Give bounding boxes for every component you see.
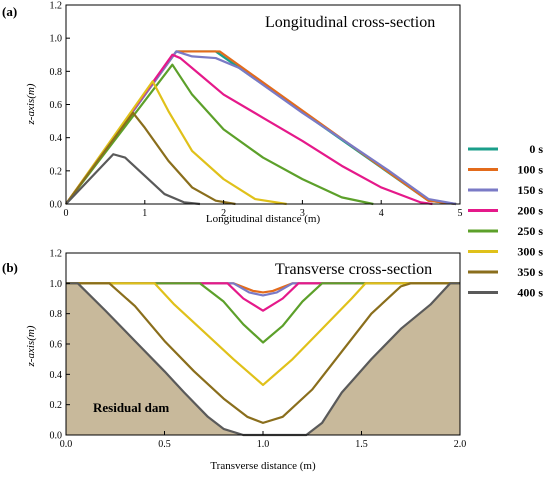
panel-a-series-400s	[65, 153, 201, 206]
panel-b-series-300s	[66, 282, 460, 387]
panel-b-series-250s	[66, 282, 460, 344]
panel-a-ytick-label: 1.0	[50, 34, 63, 45]
panel-b-xlabel: Transverse distance (m)	[210, 460, 316, 472]
legend-label-250s: 250 s	[517, 224, 543, 238]
panel-a-ytick-label: 1.2	[50, 1, 63, 12]
panel-b-ytick-label: 0.6	[50, 340, 63, 351]
panel-a-series-200s	[65, 53, 433, 206]
legend-label-300s: 300 s	[517, 245, 543, 259]
panel-a-letter: (a)	[2, 4, 17, 19]
panel-b-xtick-label: 0.0	[60, 439, 73, 450]
panel-b-xtick-label: 0.5	[158, 439, 171, 450]
panel-a-xtick-label: 3	[300, 208, 305, 219]
panel-b-axes: 0.0 0.5 1.0 1.5 2.0 0.0 0.2 0.4 0.6 0.8 1.0 1.2	[50, 249, 467, 451]
panel-a-series-350s	[65, 111, 236, 206]
panel-b-title: Transverse cross-section	[275, 261, 432, 278]
panel-b-series-100s	[66, 282, 460, 294]
panel-a-ytick-label: 0.0	[50, 200, 63, 211]
panel-a-title: Longitudinal cross-section	[265, 14, 435, 31]
panel-a-ytick-label: 0.2	[50, 166, 63, 177]
panel-a-series-250s	[65, 63, 374, 206]
residual-dam-label: Residual dam	[93, 400, 169, 415]
panel-a-xtick-label: 1	[142, 208, 147, 219]
legend-label-400s: 400 s	[517, 286, 543, 300]
panel-a-series-300s	[65, 80, 287, 206]
legend-label-150s: 150 s	[517, 183, 543, 197]
panel-b-xtick-label: 2.0	[454, 439, 467, 450]
panel-a-xlabel: Longitudinal distance (m)	[206, 213, 321, 225]
panel-b-ytick-label: 0.4	[50, 370, 63, 381]
panel-b-ytick-label: 0.8	[50, 309, 63, 320]
panel-b-ytick-label: 0.0	[50, 431, 63, 442]
panel-a-axes: 0 1 2 3 4 5 0.0 0.2 0.4 0.6 0.8 1.0 1.2	[50, 1, 463, 220]
panel-a-frame	[65, 4, 461, 205]
panel-b-xtick-label: 1.5	[355, 439, 368, 450]
panel-b-letter: (b)	[2, 260, 18, 275]
legend: 0 s 100 s 150 s 200 s 250 s 300 s 350 s 400 s	[468, 142, 543, 300]
panel-a-ytick-label: 0.6	[50, 100, 63, 111]
panel-a-xtick-label: 5	[458, 208, 463, 219]
panel-a-xtick-label: 2	[221, 208, 226, 219]
legend-label-100s: 100 s	[517, 163, 543, 177]
residual-dam-area	[66, 283, 460, 435]
panel-b-ylabel: z-axis(m)	[25, 325, 37, 367]
legend-label-200s: 200 s	[517, 204, 543, 218]
panel-a-ytick-label: 0.4	[50, 133, 63, 144]
panel-b-ytick-label: 0.2	[50, 400, 63, 411]
panel-a-series-150s	[65, 50, 457, 206]
panel-b-series-150s	[66, 282, 460, 297]
panel-a-xtick-label: 0	[64, 208, 69, 219]
panel-a-ylabel: z-axis(m)	[25, 83, 37, 125]
panel-b-ytick-label: 1.2	[50, 249, 63, 260]
panel-b-series-200s	[66, 282, 460, 312]
panel-b-series-350s	[66, 282, 460, 424]
panel-a-ytick-label: 0.8	[50, 67, 63, 78]
panel-b-xtick-label: 1.0	[257, 439, 270, 450]
panel-b-ytick-label: 1.0	[50, 279, 63, 290]
legend-label-350s: 350 s	[517, 265, 543, 279]
legend-label-0s: 0 s	[529, 142, 543, 156]
panel-a-xtick-label: 4	[379, 208, 384, 219]
